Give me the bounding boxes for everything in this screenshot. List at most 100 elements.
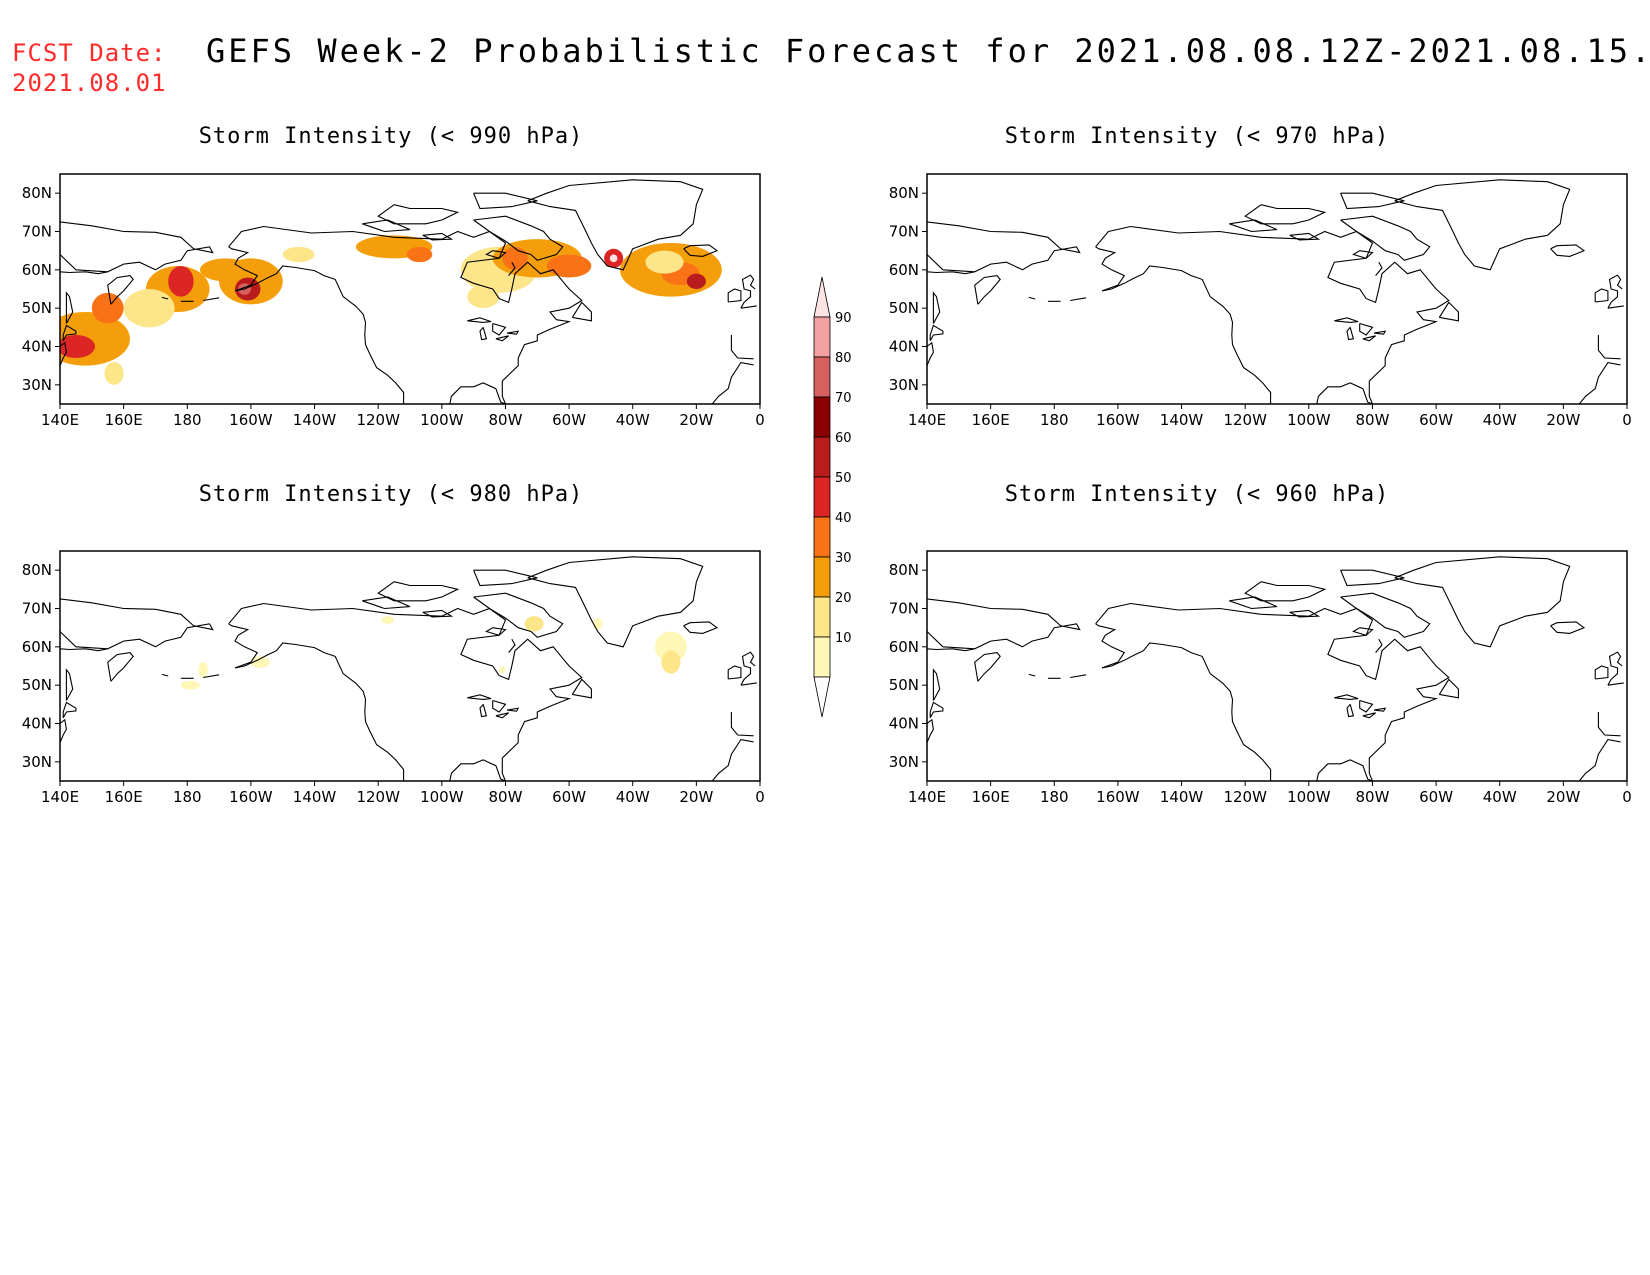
- probability-area: [499, 666, 506, 674]
- coastline: [203, 674, 220, 679]
- coastline: [422, 232, 454, 241]
- coastline: [1028, 673, 1036, 677]
- coastline: [932, 668, 941, 701]
- coastline: [492, 699, 507, 713]
- colorbar-label: 60: [835, 431, 852, 446]
- coastline: [485, 250, 507, 259]
- coastline: [1394, 556, 1571, 648]
- lat-label: 50N: [22, 299, 52, 317]
- coastlines: [60, 556, 757, 781]
- coastline: [228, 602, 583, 781]
- lon-label: 20W: [679, 411, 713, 429]
- panel-title-970: Storm Intensity (< 970 hPa): [1004, 124, 1390, 149]
- probability-area: [123, 289, 175, 328]
- colorbar-swatch: [813, 516, 831, 558]
- coastline: [1346, 703, 1355, 718]
- coastline: [730, 712, 754, 737]
- coastline: [467, 694, 492, 700]
- lat-label: 50N: [22, 676, 52, 694]
- coastline: [377, 204, 460, 225]
- coastline: [1340, 592, 1431, 638]
- lon-label: 160E: [972, 411, 1010, 429]
- lon-label: 80W: [488, 411, 522, 429]
- lon-label: 20W: [1546, 788, 1580, 806]
- coastline: [1095, 246, 1272, 404]
- lon-label: 140W: [293, 788, 337, 806]
- coastline: [1375, 638, 1383, 653]
- lon-label: 140E: [41, 411, 79, 429]
- lon-label: 180: [1040, 788, 1069, 806]
- coastline: [727, 665, 742, 680]
- probability-area: [168, 266, 194, 297]
- lon-label: 140W: [1160, 788, 1204, 806]
- coastline: [1070, 297, 1087, 302]
- coastline: [1373, 330, 1387, 335]
- coastline: [60, 598, 214, 650]
- coastline: [1095, 602, 1450, 781]
- lon-label: 40W: [616, 788, 650, 806]
- colorbar-label: 40: [835, 511, 852, 526]
- probability-area: [546, 254, 592, 278]
- map-frame: [59, 173, 761, 405]
- coastline: [473, 569, 538, 587]
- colorbar-swatch: [813, 436, 831, 478]
- probability-area: [282, 246, 315, 263]
- colorbar-label: 10: [835, 631, 852, 646]
- coastline: [927, 598, 1081, 650]
- lon-label: 80W: [488, 788, 522, 806]
- coastline: [1359, 322, 1374, 336]
- coastline: [228, 623, 405, 781]
- coastline: [228, 225, 583, 404]
- probability-area: [655, 631, 687, 663]
- probability-area: [609, 254, 618, 263]
- coastline: [1346, 326, 1355, 341]
- coastline: [1229, 596, 1278, 610]
- probability-area: [406, 246, 433, 263]
- probability-area: [60, 335, 95, 358]
- lon-label: 100W: [420, 788, 464, 806]
- coastline: [1550, 621, 1586, 634]
- colorbar-label: 80: [835, 351, 852, 366]
- lat-label: 30N: [889, 376, 919, 394]
- lat-label: 30N: [889, 753, 919, 771]
- colorbar-swatch: [813, 636, 831, 678]
- coastline: [571, 301, 592, 322]
- coastline: [927, 221, 1081, 273]
- lon-label: 120W: [356, 411, 400, 429]
- lat-label: 30N: [22, 376, 52, 394]
- coastline: [929, 324, 944, 342]
- coastline: [1594, 288, 1609, 303]
- coastline: [362, 596, 411, 610]
- coastline: [1340, 215, 1431, 261]
- coastline: [1394, 179, 1571, 271]
- map-frame: [926, 173, 1628, 405]
- coastline: [727, 288, 742, 303]
- probability-area: [467, 285, 500, 309]
- coastline: [1438, 678, 1459, 699]
- coastlines: [60, 179, 757, 404]
- lon-label: 100W: [420, 411, 464, 429]
- coastline: [1340, 192, 1405, 210]
- coastline: [1244, 204, 1327, 225]
- lon-label: 160E: [972, 788, 1010, 806]
- lat-label: 50N: [889, 676, 919, 694]
- lon-label: 60W: [552, 788, 586, 806]
- coastline: [62, 324, 77, 342]
- coastline: [740, 274, 757, 309]
- coastlines: [927, 556, 1624, 781]
- coastline: [740, 651, 757, 686]
- lon-label: 20W: [1546, 411, 1580, 429]
- coastline: [228, 246, 405, 404]
- coastline: [1362, 712, 1376, 719]
- lon-label: 160W: [229, 411, 273, 429]
- coastline: [711, 738, 754, 781]
- probability-area: [502, 246, 528, 270]
- coastline: [65, 668, 74, 701]
- coastline: [974, 275, 1001, 305]
- coastline: [473, 592, 564, 638]
- panel-title-980: Storm Intensity (< 980 hPa): [198, 482, 584, 507]
- probability-area: [592, 618, 603, 630]
- lon-label: 120W: [1223, 788, 1267, 806]
- lon-label: 60W: [552, 411, 586, 429]
- probability-area: [200, 258, 251, 282]
